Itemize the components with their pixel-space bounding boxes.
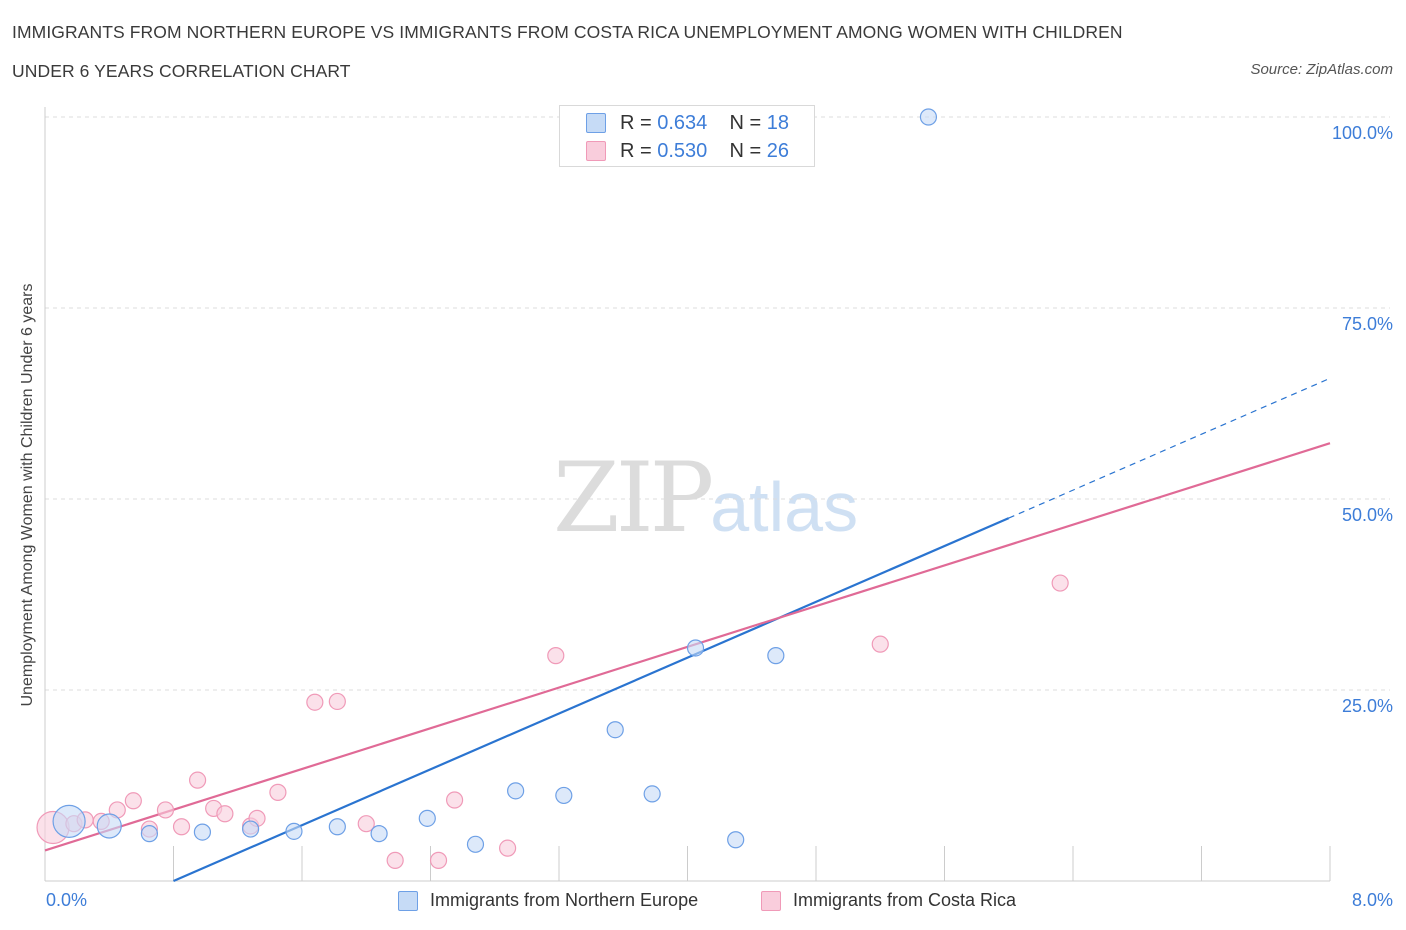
legend-n-label: N = [729,140,762,162]
data-point-series-0 [96,813,122,839]
data-point-series-0 [193,823,212,841]
data-points [36,108,1069,869]
y-tick-label: 100.0% [1331,123,1393,143]
data-point-series-1 [306,693,324,711]
y-tick-label: 50.0% [1341,505,1393,525]
x-tick-max: 8.0% [1351,890,1393,910]
data-point-series-0 [52,804,86,839]
data-point-series-1 [156,801,175,819]
trend-line-series-0 [173,517,1010,883]
data-point-series-0 [370,825,388,843]
data-point-series-0 [285,822,303,840]
trend-line-extension-series-0 [1008,377,1331,519]
grid-lines [45,116,1390,691]
watermark: ZIPatlas [553,442,858,554]
watermark-zip: ZIP [553,442,714,554]
data-point-series-1 [547,647,565,665]
y-axis-label: Unemployment Among Women with Children U… [19,283,36,707]
data-point-series-0 [242,820,260,838]
legend-swatch-northern-europe [586,113,606,133]
legend-n-value-costa-rica: 26 [766,140,790,162]
trend-lines [44,377,1331,883]
data-point-series-0 [767,647,785,665]
data-point-series-1 [124,792,142,810]
legend-r-value-northern-europe: 0.634 [657,112,708,134]
data-point-series-0 [507,782,525,800]
watermark-atlas: atlas [710,468,859,546]
legend-r-label: R = [620,112,652,134]
chart-source: Source: ZipAtlas.com [1250,61,1393,78]
stats-legend: R = 0.634 N = 18 R = 0.530 N = 26 [559,105,815,167]
data-point-series-1 [871,635,889,653]
y-tick-label: 25.0% [1341,696,1393,716]
y-tick-label: 75.0% [1341,314,1393,334]
data-point-series-1 [188,771,207,789]
bottom-legend-swatch-northern-europe [398,891,418,911]
data-point-series-0 [919,108,938,126]
data-point-series-1 [445,791,464,809]
legend-r-label: R = [620,140,652,162]
data-point-series-0 [328,818,346,836]
data-point-series-1 [269,783,287,801]
data-point-series-0 [466,835,485,853]
legend-swatch-costa-rica [586,141,606,161]
data-point-series-1 [386,851,404,869]
data-point-series-1 [499,839,517,857]
chart-title-line-2: UNDER 6 YEARS CORRELATION CHART [12,61,351,81]
x-tick-min: 0.0% [46,890,88,910]
data-point-series-1 [429,851,448,869]
bottom-legend-swatch-costa-rica [761,891,781,911]
legend-n-value-northern-europe: 18 [766,112,790,134]
data-point-series-1 [328,692,346,711]
bottom-legend-label-costa-rica: Immigrants from Costa Rica [793,890,1017,910]
data-point-series-1 [216,805,234,823]
data-point-series-0 [418,809,436,827]
data-point-series-0 [555,786,573,805]
data-point-series-0 [140,825,159,843]
axes [44,107,1331,882]
legend-r-value-costa-rica: 0.530 [657,140,708,162]
data-point-series-0 [686,639,705,657]
bottom-legend-label-northern-europe: Immigrants from Northern Europe [430,890,699,910]
data-point-series-0 [606,721,624,739]
data-point-series-1 [1051,574,1069,592]
data-point-series-1 [357,815,375,833]
data-point-series-0 [727,831,745,849]
chart-title-line-1: IMMIGRANTS FROM NORTHERN EUROPE VS IMMIG… [12,22,1123,42]
data-point-series-0 [643,785,661,803]
legend-n-label: N = [729,112,762,134]
data-point-series-1 [172,818,191,836]
